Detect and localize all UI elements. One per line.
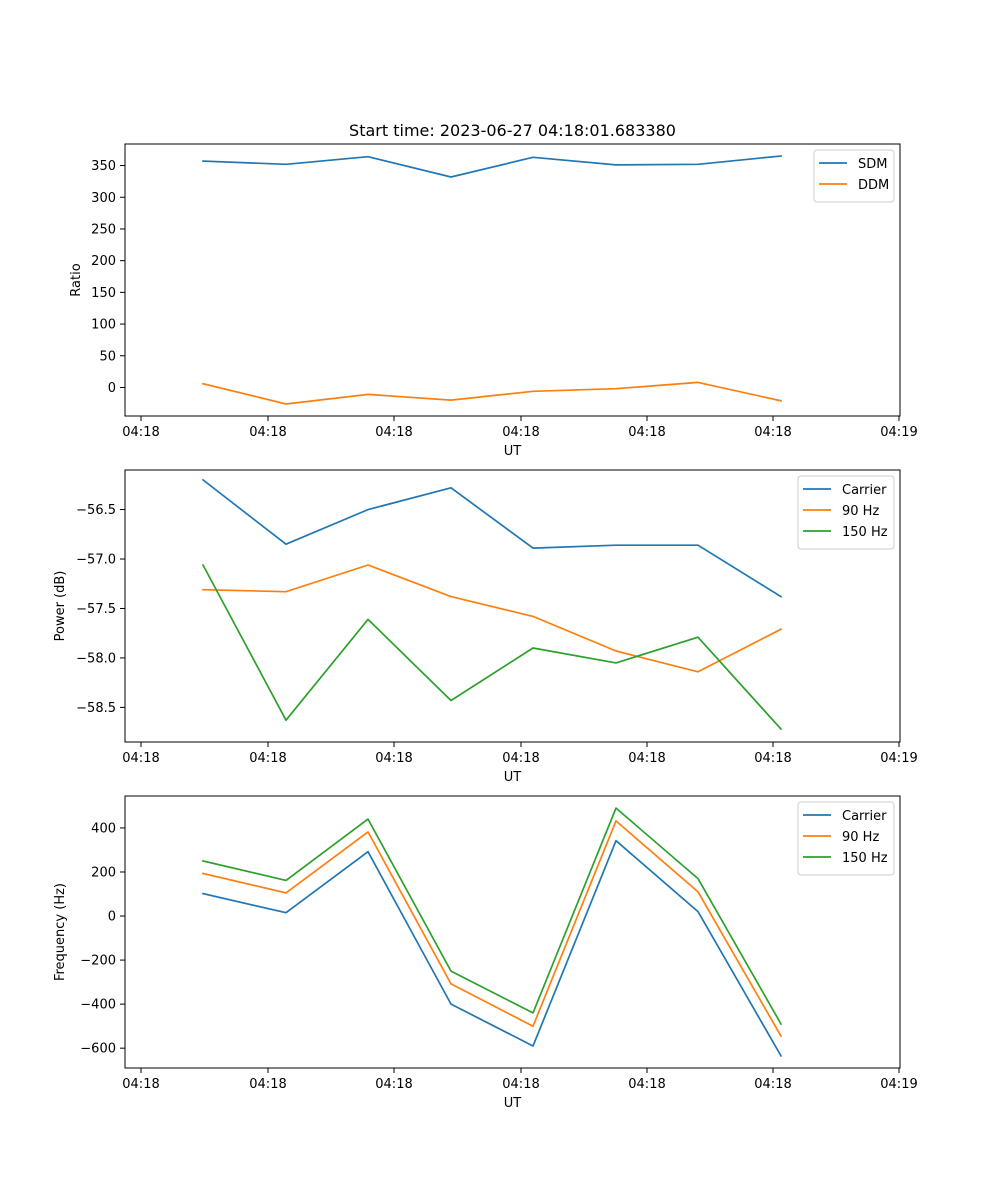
legend-label: 150 Hz	[842, 525, 888, 540]
series-line-90-hz	[202, 564, 783, 673]
chart-title: Start time: 2023-06-27 04:18:01.683380	[349, 121, 676, 140]
x-tick-label: 04:18	[122, 1077, 159, 1092]
y-tick-label: 400	[91, 821, 116, 836]
legend-label: 150 Hz	[842, 851, 888, 866]
x-tick-label: 04:18	[502, 425, 539, 440]
y-tick-label: 200	[91, 865, 116, 880]
x-tick-label: 04:18	[122, 751, 159, 766]
x-tick-label: 04:19	[880, 425, 917, 440]
y-tick-label: 100	[91, 318, 116, 333]
y-tick-label: 0	[108, 910, 116, 925]
y-tick-label: −57.0	[76, 553, 116, 568]
y-tick-label: 300	[91, 191, 116, 206]
legend-label: Carrier	[842, 809, 887, 824]
x-axis-label: UT	[504, 1096, 522, 1111]
y-tick-label: −200	[80, 954, 116, 969]
legend: Carrier 90 Hz 150 Hz	[797, 475, 895, 550]
x-tick-label: 04:19	[880, 751, 917, 766]
y-tick-label: −400	[80, 998, 116, 1013]
legend: Carrier 90 Hz 150 Hz	[797, 801, 895, 876]
legend-label: DDM	[858, 178, 889, 193]
chart-panel-1: Start time: 2023-06-27 04:18:01.683380 04…	[69, 121, 918, 459]
y-tick-label: −58.0	[76, 651, 116, 666]
y-tick-label: −600	[80, 1042, 116, 1057]
y-tick-label: 350	[91, 159, 116, 174]
plot-area	[124, 469, 901, 743]
y-tick-label: 200	[91, 254, 116, 269]
x-tick-label: 04:18	[754, 425, 791, 440]
y-tick-label: −56.5	[76, 503, 116, 518]
x-tick-label: 04:18	[249, 1077, 286, 1092]
plot-area	[124, 795, 901, 1069]
chart-panel-3: 04:18 04:18 04:18 04:18 04:18 04:18 04:19 UT −60…	[53, 795, 918, 1111]
legend-label: 90 Hz	[842, 504, 879, 519]
legend: SDM DDM	[813, 149, 895, 203]
y-axis-label: Frequency (Hz)	[53, 883, 68, 981]
x-tick-label: 04:18	[628, 1077, 665, 1092]
x-tick-label: 04:18	[754, 1077, 791, 1092]
y-tick-label: 150	[91, 286, 116, 301]
x-axis-label: UT	[504, 444, 522, 459]
x-tick-label: 04:18	[628, 425, 665, 440]
y-axis-label: Power (dB)	[53, 571, 68, 642]
x-tick-label: 04:18	[375, 425, 412, 440]
y-tick-label: 50	[99, 349, 116, 364]
series-line-90-hz	[201, 820, 783, 1038]
x-tick-label: 04:18	[628, 751, 665, 766]
y-tick-label: 0	[108, 381, 116, 396]
x-tick-label: 04:18	[249, 425, 286, 440]
x-tick-label: 04:18	[754, 751, 791, 766]
series-line-150-hz	[201, 807, 783, 1026]
x-tick-label: 04:19	[880, 1077, 917, 1092]
x-tick-label: 04:18	[249, 751, 286, 766]
x-tick-label: 04:18	[502, 1077, 539, 1092]
x-tick-label: 04:18	[122, 425, 159, 440]
x-tick-label: 04:18	[375, 751, 412, 766]
legend-label: SDM	[858, 157, 887, 172]
legend-label: Carrier	[842, 483, 887, 498]
legend-label: 90 Hz	[842, 830, 879, 845]
y-tick-label: −58.5	[76, 701, 116, 716]
y-tick-label: 250	[91, 222, 116, 237]
plot-area	[124, 143, 901, 417]
y-axis-label: Ratio	[69, 263, 84, 296]
series-line-sdm	[202, 155, 782, 178]
series-line-150-hz	[201, 563, 783, 731]
chart-panel-2: 04:18 04:18 04:18 04:18 04:18 04:18 04:19 UT −58…	[53, 469, 918, 785]
series-line-carrier	[201, 839, 783, 1058]
x-tick-label: 04:18	[502, 751, 539, 766]
series-line-ddm	[201, 381, 783, 405]
y-tick-label: −57.5	[76, 602, 116, 617]
x-axis-label: UT	[504, 770, 522, 785]
x-tick-label: 04:18	[375, 1077, 412, 1092]
series-line-carrier	[201, 478, 783, 598]
